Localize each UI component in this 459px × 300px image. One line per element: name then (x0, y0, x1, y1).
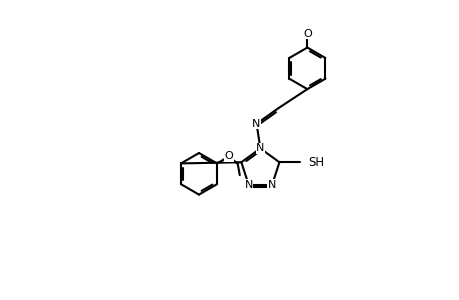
Text: O: O (302, 29, 311, 39)
Text: N: N (252, 119, 260, 129)
Text: SH: SH (307, 156, 323, 169)
Text: N: N (244, 180, 252, 190)
Text: N: N (256, 143, 264, 153)
Text: O: O (224, 152, 233, 161)
Text: N: N (268, 180, 276, 190)
